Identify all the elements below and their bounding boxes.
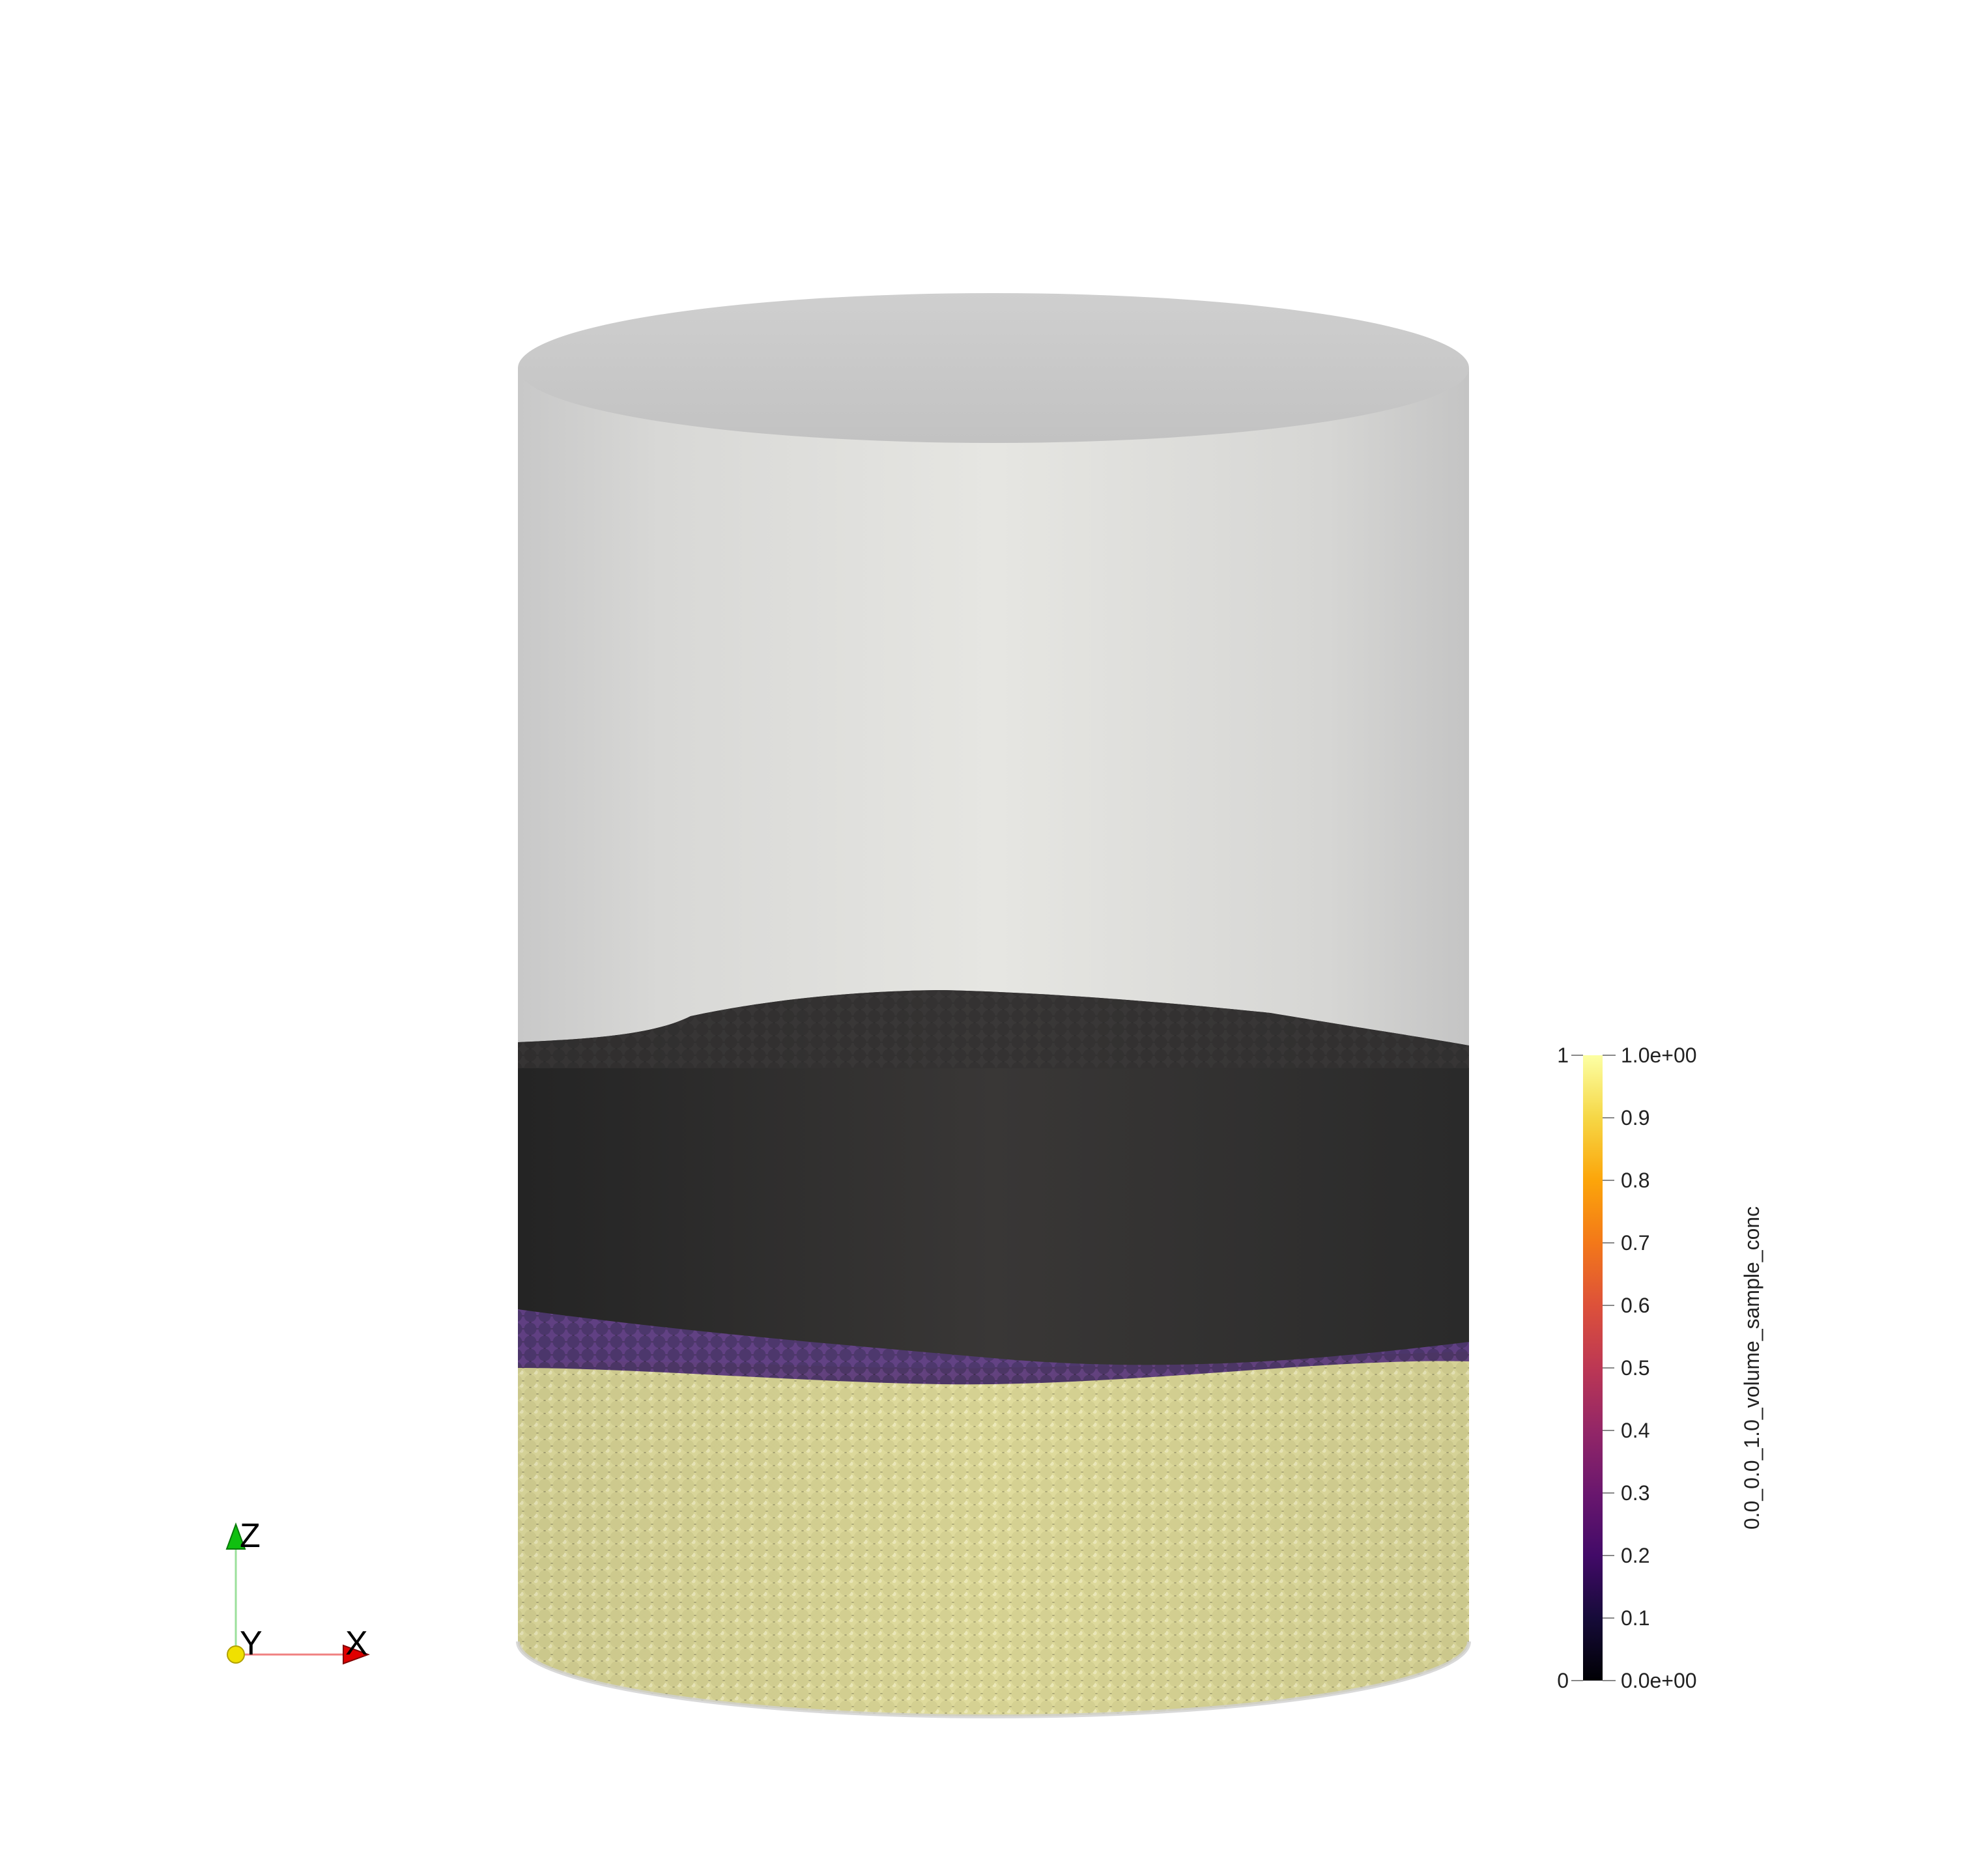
scalar-bar-tick-label: 0.2 (1621, 1544, 1649, 1567)
orientation-axes[interactable]: Z Y X (225, 1517, 370, 1665)
scalar-bar-tick-label: 0.7 (1621, 1231, 1649, 1255)
y-axis-label: Y (240, 1625, 263, 1662)
y-axis-dot-icon (227, 1645, 245, 1664)
scalar-bar-tick-label: 0.1 (1621, 1606, 1649, 1630)
x-axis-arrow-icon (343, 1644, 370, 1665)
scalar-bar-tick-label: 0.5 (1621, 1356, 1649, 1380)
scalar-bar-tick-label: 0.3 (1621, 1481, 1649, 1505)
scalar-bar-max-label-right: 1.0e+00 (1621, 1044, 1697, 1067)
scalar-bar-min-label-right: 0.0e+00 (1621, 1669, 1697, 1692)
scalar-bar-title: 0.0_0.0_1.0_volume_sample_conc (1740, 1206, 1763, 1529)
scalar-bar[interactable]: 1 0 1.0e+00 0.0e+00 0.10.20.30.40.50.60.… (1557, 1044, 1763, 1692)
scalar-bar-tick-label: 0.4 (1621, 1419, 1649, 1442)
scalar-bar-max-label-left: 1 (1557, 1044, 1569, 1067)
bottom-layer-shading (518, 1352, 1469, 1716)
top-layer-texture (518, 990, 1469, 1068)
cylinder-bottom-rim (516, 1641, 1471, 1718)
scalar-bar-min-label-left: 0 (1557, 1669, 1569, 1692)
cylinder-lid (518, 293, 1469, 443)
z-axis-label: Z (240, 1517, 261, 1555)
scalar-bar-gradient (1583, 1055, 1603, 1681)
scalar-bar-tick-label: 0.8 (1621, 1169, 1649, 1192)
scalar-bar-tick-label: 0.9 (1621, 1106, 1649, 1130)
x-axis-label: X (345, 1625, 368, 1662)
top-particle-layer (518, 990, 1469, 1365)
particle-bed[interactable] (518, 990, 1469, 1759)
scalar-bar-tick-label: 0.6 (1621, 1294, 1649, 1317)
z-axis-arrow-icon (225, 1522, 246, 1550)
scalar-bar-ticks: 0.1 0.2 0.3 0.4 0.5 0.6 0.7 0.8 0.9 (1603, 1106, 1649, 1630)
